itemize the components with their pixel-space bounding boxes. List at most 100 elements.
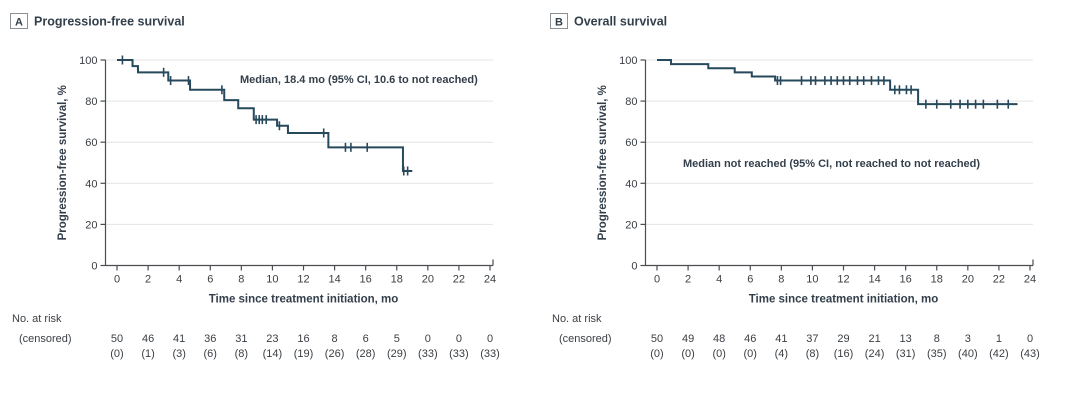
censored-count: (19) [294,348,314,360]
risk-table-row2-label: (censored) [559,333,612,345]
censored-count: (3) [172,348,185,360]
y-axis-title: Progression-free survival, % [597,85,609,240]
at-risk-count: 0 [425,333,431,345]
at-risk-count: 36 [204,333,216,345]
censor-marks [121,55,409,176]
x-tick-label-0: 0 [654,274,660,286]
risk-table-row1-label: No. at risk [12,313,62,325]
at-risk-count: 0 [1027,333,1033,345]
censored-count: (0) [681,348,694,360]
y-tick-label-20: 20 [625,219,637,231]
x-tick-label-14: 14 [328,274,340,286]
censored-count: (26) [325,348,345,360]
at-risk-count: 21 [868,333,880,345]
panel-progression-free-survival: A Progression-free survival 0 20 40 60 80 100 0 2… [10,13,500,360]
censored-count: (0) [650,348,663,360]
y-tick-label-80: 80 [85,96,97,108]
panel-letter-box [10,13,28,29]
at-risk-count: 23 [266,333,278,345]
censored-count: (31) [896,348,916,360]
x-tick-label-16: 16 [900,274,912,286]
x-tick-label-6: 6 [207,274,213,286]
censored-count: (43) [1020,348,1040,360]
x-tick-label-18: 18 [391,274,403,286]
panel-letter: B [555,17,563,29]
panel-header: A Progression-free survival [10,13,185,29]
at-risk-count: 0 [487,333,493,345]
at-risk-count: 50 [111,333,123,345]
x-tick-label-10: 10 [266,274,278,286]
censored-count: (14) [263,348,283,360]
at-risk-count: 8 [934,333,940,345]
x-axis-title: Time since treatment initiation, mo [209,294,399,306]
at-risk-count: 0 [456,333,462,345]
panel-header: B Overall survival [550,13,667,29]
y-tick-label-0: 0 [631,261,637,273]
censored-count: (8) [235,348,248,360]
risk-table-row1-label: No. at risk [552,313,602,325]
x-tick-label-2: 2 [685,274,691,286]
x-tick-label-22: 22 [453,274,465,286]
censored-count: (42) [989,348,1009,360]
x-tick-label-6: 6 [747,274,753,286]
censored-count: (40) [958,348,978,360]
at-risk-count: 29 [837,333,849,345]
x-tick-label-20: 20 [422,274,434,286]
censored-count: (8) [806,348,819,360]
x-tick-label-8: 8 [778,274,784,286]
x-axis-title: Time since treatment initiation, mo [749,294,939,306]
y-tick-label-20: 20 [85,219,97,231]
survival-curve [117,59,413,172]
at-risk-count: 46 [744,333,756,345]
at-risk-count: 48 [713,333,725,345]
x-tick-label-18: 18 [931,274,943,286]
at-risk-count: 5 [394,333,400,345]
censored-count: (28) [356,348,376,360]
panel-letter: A [15,17,23,29]
censored-count: (33) [480,348,500,360]
censored-count: (33) [418,348,438,360]
panel-title: Overall survival [574,15,667,29]
x-tick-label-22: 22 [993,274,1005,286]
at-risk-count: 46 [142,333,154,345]
censor-marks [776,76,1010,109]
censored-count: (29) [387,348,407,360]
y-tick-label-0: 0 [91,261,97,273]
risk-table: No. at risk(censored) 50(0)46(1)41(3)36(6… [12,313,500,360]
censored-count: (35) [927,348,947,360]
x-tick-label-2: 2 [145,274,151,286]
x-tick-label-12: 12 [297,274,309,286]
censored-count: (16) [834,348,854,360]
gridlines [645,59,1033,225]
y-tick-label-40: 40 [85,178,97,190]
at-risk-count: 1 [996,333,1002,345]
at-risk-count: 41 [173,333,185,345]
x-tick-label-24: 24 [484,274,496,286]
y-tick-label-100: 100 [619,55,637,67]
panel-title: Progression-free survival [34,15,185,29]
y-tick-label-80: 80 [625,96,637,108]
x-tick-label-4: 4 [716,274,722,286]
censored-count: (33) [449,348,469,360]
x-tick-label-8: 8 [238,274,244,286]
at-risk-count: 50 [651,333,663,345]
at-risk-count: 6 [363,333,369,345]
x-tick-label-14: 14 [868,274,880,286]
panel-letter-box [550,13,568,29]
at-risk-count: 3 [965,333,971,345]
y-tick-label-40: 40 [625,178,637,190]
at-risk-count: 13 [900,333,912,345]
censored-count: (6) [204,348,217,360]
median-annotation: Median not reached (95% CI, not reached … [683,158,980,170]
risk-table-row2-label: (censored) [19,333,72,345]
x-tick-label-20: 20 [962,274,974,286]
censored-count: (0) [712,348,725,360]
censored-count: (4) [775,348,788,360]
y-tick-label-60: 60 [625,137,637,149]
gridlines [105,59,493,225]
at-risk-count: 8 [332,333,338,345]
